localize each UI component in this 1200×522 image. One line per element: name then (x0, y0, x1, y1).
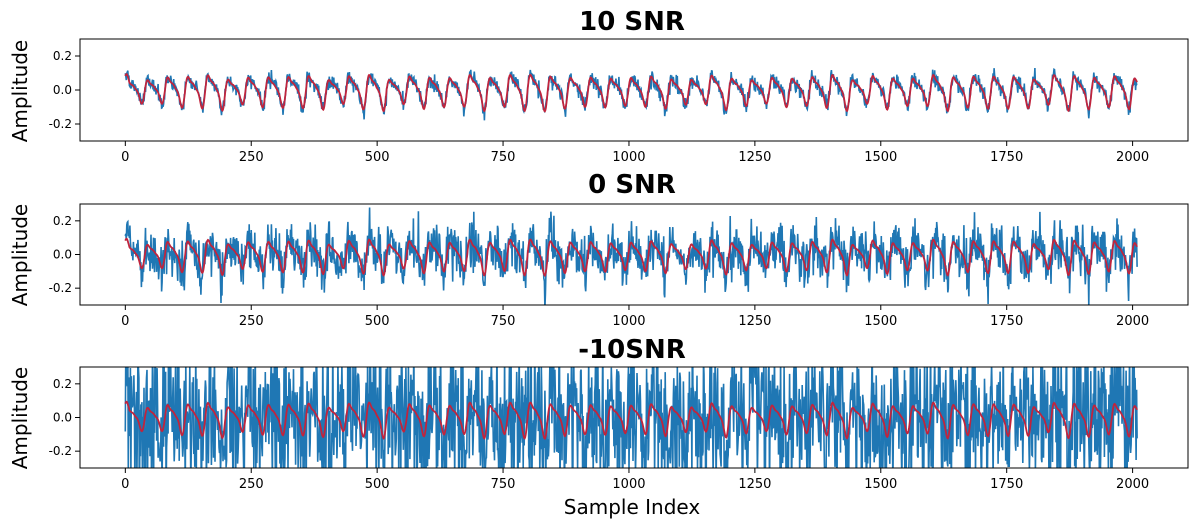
plot-area: 0 250 500 750 1000 1250 1500 1750 2000 -0.2 0.0 0.2 (49, 38, 1189, 165)
x-tick-label: 250 (239, 314, 264, 329)
y-tick-label: 0.2 (53, 49, 72, 63)
x-tick-label: 1750 (990, 314, 1023, 329)
y-axis-label: Amplitude (8, 40, 32, 143)
y-axis-label: Amplitude (8, 367, 32, 470)
x-tick-label: 250 (239, 150, 264, 165)
x-tick-label: 1500 (864, 477, 897, 492)
clean-signal-line (124, 237, 1138, 278)
panel-title: 10 SNR (579, 7, 685, 37)
x-tick-label: 0 (121, 314, 129, 329)
panel-0-snr: 0 SNR Amplitude 0 250 500 750 1000 1250 1500 17… (8, 170, 1189, 329)
x-tick-label: 1500 (864, 150, 897, 165)
x-tick-label: 500 (365, 477, 390, 492)
noisy-signal-line (124, 207, 1138, 305)
x-tick-label: 1250 (738, 477, 771, 492)
x-tick-label: 1000 (612, 314, 645, 329)
y-tick-label: 0.2 (53, 214, 72, 228)
plot-area: 0 250 500 750 1000 1250 1500 1750 2000 -0.2 0.0 0.2 (49, 203, 1189, 329)
x-tick-label: 1750 (990, 150, 1023, 165)
x-tick-label: 0 (121, 477, 129, 492)
y-tick-label: -0.2 (49, 281, 72, 295)
panel-title: 0 SNR (588, 170, 676, 200)
clean-signal-line (124, 400, 1138, 441)
y-tick-label: 0.2 (53, 377, 72, 391)
y-tick-label: 0.0 (53, 248, 72, 262)
x-tick-label: 1250 (738, 314, 771, 329)
noisy-signal-line (124, 367, 1138, 468)
y-tick-label: -0.2 (49, 444, 72, 458)
x-tick-label: 2000 (1116, 477, 1149, 492)
y-axis-label: Amplitude (8, 204, 32, 307)
clean-signal-line (124, 73, 1138, 113)
x-tick-label: 750 (491, 314, 516, 329)
x-tick-label: 2000 (1116, 314, 1149, 329)
x-tick-label: 500 (365, 314, 390, 329)
x-tick-label: 500 (365, 150, 390, 165)
y-tick-label: -0.2 (49, 117, 72, 131)
x-tick-label: 2000 (1116, 150, 1149, 165)
y-tick-label: 0.0 (53, 83, 72, 97)
x-tick-label: 750 (491, 477, 516, 492)
panel-title: -10SNR (578, 335, 685, 365)
x-tick-label: 1750 (990, 477, 1023, 492)
x-tick-label: 750 (491, 150, 516, 165)
x-tick-label: 1500 (864, 314, 897, 329)
y-tick-label: 0.0 (53, 411, 72, 425)
x-tick-label: 1000 (612, 150, 645, 165)
x-tick-label: 250 (239, 477, 264, 492)
x-axis-label: Sample Index (564, 495, 701, 519)
x-tick-label: 1250 (738, 150, 771, 165)
plot-area: 0 250 500 750 1000 1250 1500 1750 2000 -0.2 0.0 0.2 (49, 366, 1189, 492)
noisy-signal-line (124, 67, 1138, 121)
panel-10-snr: 10 SNR Amplitude 0 250 500 750 1000 1250 1500 1… (8, 7, 1189, 165)
x-tick-label: 1000 (612, 477, 645, 492)
x-tick-label: 0 (121, 150, 129, 165)
panel-minus-10-snr: -10SNR Amplitude 0 250 500 750 1000 1250 1500 1… (8, 335, 1189, 519)
